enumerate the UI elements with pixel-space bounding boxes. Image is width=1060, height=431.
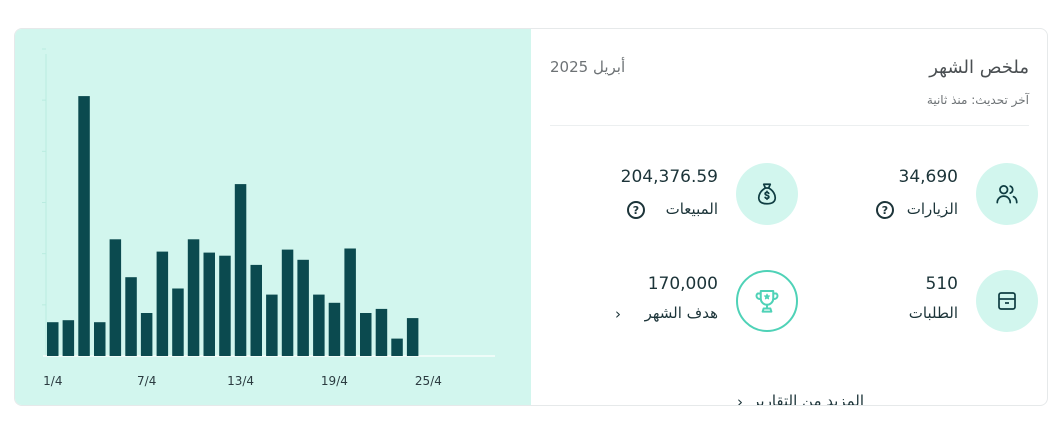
x-tick-label: 13/4 xyxy=(227,374,254,388)
box-icon xyxy=(976,270,1038,332)
bar-2/4[interactable] xyxy=(62,320,75,356)
bar-6/4[interactable] xyxy=(125,277,137,356)
bar-14/4[interactable] xyxy=(250,264,263,356)
month-summary-card: 1/4 7/4 13/4 19/4 25/4 ملخص الشهر آخر تحديث:… xyxy=(14,28,1048,406)
bar-12/4[interactable] xyxy=(219,255,231,356)
sales-value: 204,376.59 xyxy=(620,167,718,187)
bar-20/4[interactable] xyxy=(344,248,356,357)
bar-16/4[interactable] xyxy=(281,249,294,356)
goal-value: 170,000 xyxy=(647,274,718,294)
bar-4/4[interactable] xyxy=(94,322,106,356)
orders-label: الطلبات xyxy=(908,304,958,322)
trophy-icon xyxy=(736,270,798,332)
bar-8/4[interactable] xyxy=(156,251,169,356)
x-tick-label: 1/4 xyxy=(43,374,62,388)
bar-1/4[interactable] xyxy=(47,322,59,356)
sales-help-icon[interactable]: ? xyxy=(627,201,645,219)
bar-10/4[interactable] xyxy=(187,239,200,356)
x-tick-label: 7/4 xyxy=(137,374,156,388)
x-tick-label: 19/4 xyxy=(321,374,348,388)
orders-value: 510 xyxy=(925,274,958,294)
bar-17/4[interactable] xyxy=(297,259,309,356)
month-label: أبريل 2025 xyxy=(550,58,626,76)
bar-18/4[interactable] xyxy=(313,294,325,356)
bar-23/4[interactable] xyxy=(391,338,403,356)
users-icon xyxy=(976,163,1038,225)
goal-label[interactable]: هدف الشهر xyxy=(644,304,718,322)
divider xyxy=(550,125,1029,126)
visits-value: 34,690 xyxy=(898,167,958,187)
bar-24/4[interactable] xyxy=(406,318,419,356)
bar-7/4[interactable] xyxy=(140,313,153,356)
daily-chart: 1/4 7/4 13/4 19/4 25/4 xyxy=(15,29,531,405)
goal-chevron-icon[interactable]: › xyxy=(615,305,621,323)
money-bag-icon xyxy=(736,163,798,225)
bar-13/4[interactable] xyxy=(234,184,247,356)
bar-21/4[interactable] xyxy=(360,313,372,356)
last-updated: آخر تحديث: منذ ثانية xyxy=(926,93,1029,107)
bar-3/4[interactable] xyxy=(78,96,90,356)
bar-11/4[interactable] xyxy=(203,252,216,356)
bar-5/4[interactable] xyxy=(109,239,122,356)
bar-chart: 1/4 7/4 13/4 19/4 25/4 xyxy=(42,48,495,388)
summary-title: ملخص الشهر xyxy=(929,57,1029,78)
bar-15/4[interactable] xyxy=(266,294,278,356)
bar-22/4[interactable] xyxy=(375,308,388,356)
x-tick-label: 25/4 xyxy=(415,374,442,388)
summary-panel: ملخص الشهر آخر تحديث: منذ ثانية أبريل 20… xyxy=(531,29,1047,405)
visits-label: الزيارات xyxy=(906,200,958,218)
bar-9/4[interactable] xyxy=(172,288,184,357)
visits-help-icon[interactable]: ? xyxy=(876,201,894,219)
bar-19/4[interactable] xyxy=(328,302,341,356)
more-reports-chevron-icon[interactable]: › xyxy=(737,393,743,406)
more-reports-link[interactable]: المزيد من التقارير xyxy=(752,392,864,406)
sales-label: المبيعات xyxy=(665,200,718,218)
